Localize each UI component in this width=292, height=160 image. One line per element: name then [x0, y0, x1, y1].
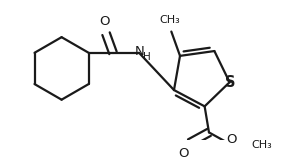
Text: S: S [225, 75, 236, 90]
Text: O: O [226, 133, 237, 146]
Text: O: O [178, 147, 189, 160]
Text: CH₃: CH₃ [251, 140, 272, 150]
Text: O: O [99, 15, 110, 28]
Text: CH₃: CH₃ [159, 15, 180, 25]
Text: H: H [143, 52, 151, 62]
Text: N: N [135, 44, 145, 58]
